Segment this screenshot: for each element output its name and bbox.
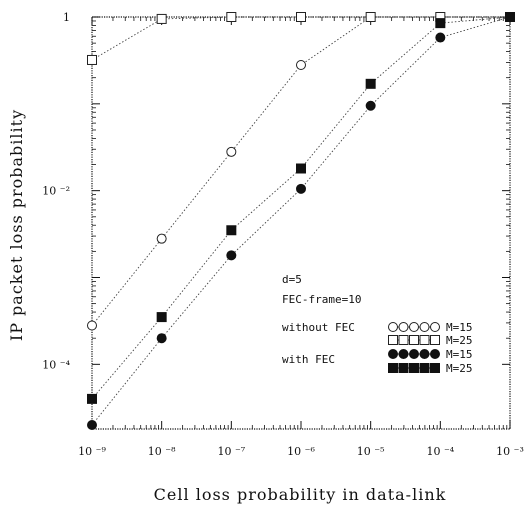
legend-marker bbox=[388, 349, 398, 359]
legend-marker bbox=[430, 363, 440, 373]
x-tick-label: 10 ⁻⁴ bbox=[426, 445, 454, 458]
legend-marker bbox=[419, 335, 430, 345]
annotation-fec-frame: FEC-frame=10 bbox=[282, 293, 361, 306]
legend-label: M=25 bbox=[446, 334, 473, 347]
x-tick-label: 10 ⁻⁷ bbox=[217, 445, 245, 458]
data-point bbox=[435, 32, 446, 43]
data-point bbox=[87, 393, 97, 404]
series-layer bbox=[87, 12, 515, 431]
data-point bbox=[156, 312, 167, 323]
legend-group-with-fec: with FEC bbox=[282, 353, 335, 366]
data-point bbox=[87, 420, 97, 431]
series-1 bbox=[87, 12, 515, 65]
data-point bbox=[156, 13, 167, 24]
legend-marker bbox=[409, 363, 419, 373]
legend-item: M=25 bbox=[388, 362, 473, 375]
data-point bbox=[226, 12, 237, 22]
legend-item: M=15 bbox=[388, 321, 473, 334]
legend-marker bbox=[398, 322, 409, 332]
data-point bbox=[226, 250, 237, 261]
y-axis-title: IP packet loss probability bbox=[7, 109, 26, 341]
data-point bbox=[87, 54, 97, 65]
legend-marker bbox=[398, 363, 409, 373]
data-point bbox=[226, 146, 237, 157]
legend-marker bbox=[409, 349, 419, 359]
legend-item: M=25 bbox=[388, 334, 473, 347]
legend-marker bbox=[409, 322, 419, 332]
legend-marker bbox=[430, 335, 440, 345]
y-tick-label: 1 bbox=[63, 11, 70, 24]
annotation-d: d=5 bbox=[282, 273, 302, 286]
x-tick-label: 10 ⁻³ bbox=[496, 445, 524, 458]
tick-labels-layer: 10 ⁻⁹ 10 ⁻⁸ 10 ⁻⁷ 10 ⁻⁶ 10 ⁻⁵ 10 ⁻⁴ 10 ⁻³ 1 10 ⁻… bbox=[42, 11, 524, 458]
data-point bbox=[365, 12, 376, 22]
data-point bbox=[505, 12, 515, 22]
legend-marker bbox=[409, 335, 419, 345]
data-point bbox=[296, 60, 306, 71]
data-point bbox=[226, 225, 237, 236]
data-point bbox=[365, 78, 376, 89]
ticks-layer bbox=[91, 16, 511, 429]
legend-group-without-fec: without FEC bbox=[282, 321, 355, 334]
series-3 bbox=[87, 12, 515, 404]
legend-marker bbox=[419, 322, 430, 332]
legend-label: M=15 bbox=[446, 321, 473, 334]
data-point bbox=[156, 233, 167, 244]
data-point bbox=[87, 320, 97, 331]
y-tick-label: 10 ⁻² bbox=[42, 185, 70, 198]
legend-marker bbox=[388, 363, 398, 373]
data-point bbox=[296, 183, 306, 194]
x-tick-label: 10 ⁻⁵ bbox=[357, 445, 385, 458]
legend-marker bbox=[430, 322, 440, 332]
legend-marker bbox=[388, 335, 398, 345]
legend-marker bbox=[419, 363, 430, 373]
data-point bbox=[365, 100, 376, 111]
data-point bbox=[435, 18, 446, 29]
legend-marker bbox=[430, 349, 440, 359]
series-2 bbox=[87, 12, 515, 431]
y-tick-label: 10 ⁻⁴ bbox=[42, 358, 70, 371]
data-point bbox=[296, 163, 306, 174]
legend-marker bbox=[388, 322, 398, 332]
x-axis-title: Cell loss probability in data-link bbox=[154, 485, 447, 504]
legend-marker bbox=[419, 349, 430, 359]
legend-item: M=15 bbox=[388, 348, 473, 361]
x-tick-label: 10 ⁻⁹ bbox=[78, 445, 106, 458]
legend-marker bbox=[398, 349, 409, 359]
legend-label: M=25 bbox=[446, 362, 473, 375]
legend-marker bbox=[398, 335, 409, 345]
legend-label: M=15 bbox=[446, 348, 473, 361]
x-tick-label: 10 ⁻⁶ bbox=[287, 445, 315, 458]
data-point bbox=[296, 12, 306, 22]
data-point bbox=[156, 333, 167, 344]
x-tick-label: 10 ⁻⁸ bbox=[148, 445, 176, 458]
